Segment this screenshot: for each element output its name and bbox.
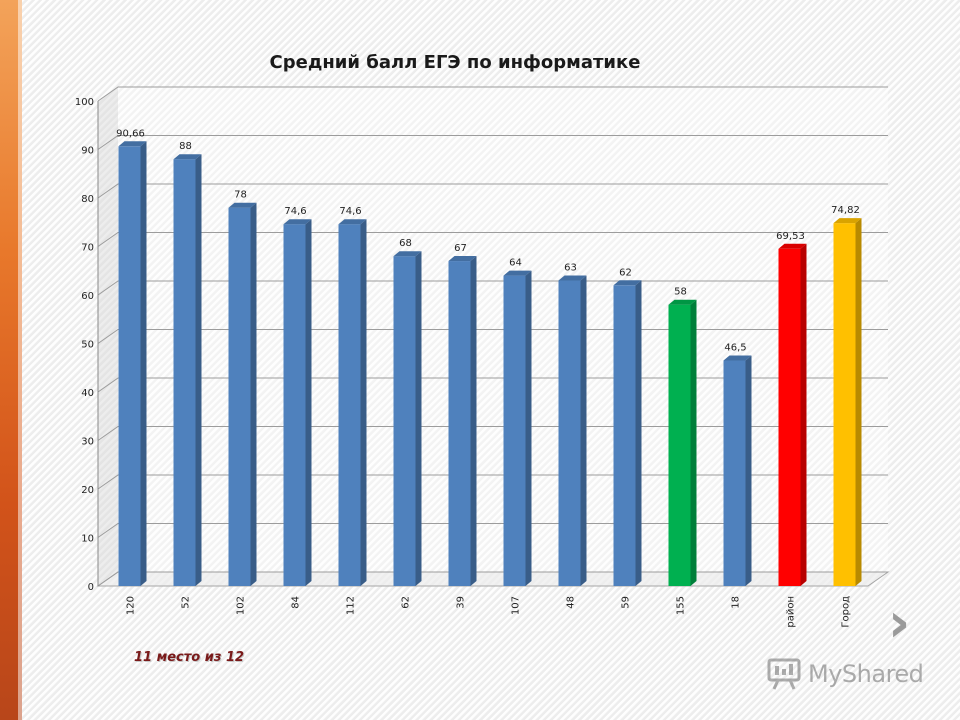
y-tick-label: 100 bbox=[75, 97, 94, 108]
x-tick-label: 52 bbox=[181, 596, 192, 609]
data-label: 74,6 bbox=[339, 206, 361, 217]
data-label: 62 bbox=[619, 267, 632, 278]
chart-data-labels: 90,66 88 78 74,6 74,6 68 67 64 63 62 58 46,5 69,53 74… bbox=[116, 128, 860, 353]
ranking-note: 11 место из 12 bbox=[134, 650, 245, 665]
x-tick-label: 102 bbox=[236, 596, 247, 615]
bar bbox=[833, 218, 862, 587]
watermark: MyShared bbox=[766, 656, 924, 692]
y-tick-label: 60 bbox=[81, 291, 94, 302]
presentation-board-icon bbox=[767, 658, 801, 690]
x-tick-label: 112 bbox=[346, 596, 357, 615]
y-tick-label: 40 bbox=[81, 388, 94, 399]
gridline bbox=[97, 232, 888, 247]
bar bbox=[613, 280, 642, 586]
data-label: 58 bbox=[674, 287, 687, 298]
bar-chart: Средний балл ЕГЭ по информатике 0 10 20 30 4… bbox=[75, 52, 890, 628]
x-tick-label: район bbox=[786, 596, 797, 628]
data-label: 67 bbox=[454, 243, 467, 254]
bar bbox=[228, 202, 257, 586]
y-tick-label: 0 bbox=[88, 582, 94, 593]
data-label: 69,53 bbox=[776, 231, 805, 242]
x-tick-label: 107 bbox=[511, 596, 522, 615]
data-label: 63 bbox=[564, 262, 577, 273]
chart-bars bbox=[118, 141, 862, 587]
bar bbox=[173, 154, 202, 586]
bar bbox=[283, 219, 312, 586]
bar bbox=[778, 243, 807, 587]
data-label: 74,6 bbox=[284, 206, 306, 217]
x-tick-label: Город bbox=[841, 596, 852, 628]
y-tick-label: 70 bbox=[81, 243, 94, 254]
data-label: 46,5 bbox=[724, 342, 746, 353]
data-label: 74,82 bbox=[831, 205, 860, 216]
y-tick-label: 10 bbox=[81, 534, 94, 545]
data-label: 88 bbox=[179, 141, 192, 152]
bar bbox=[503, 270, 532, 586]
gridline bbox=[97, 86, 888, 102]
data-label: 64 bbox=[509, 258, 522, 269]
y-tick-label: 30 bbox=[81, 437, 94, 448]
x-tick-label: 18 bbox=[731, 596, 742, 609]
x-tick-label: 59 bbox=[621, 596, 632, 609]
bar bbox=[118, 141, 147, 586]
x-tick-label: 84 bbox=[291, 596, 302, 609]
y-tick-label: 80 bbox=[81, 194, 94, 205]
data-label: 68 bbox=[399, 238, 412, 249]
bar bbox=[558, 275, 587, 586]
x-tick-label: 48 bbox=[566, 596, 577, 609]
data-label: 90,66 bbox=[116, 128, 145, 139]
chevron-right-icon[interactable]: › bbox=[888, 591, 911, 654]
x-tick-label: 120 bbox=[126, 596, 137, 615]
decorative-side-strip bbox=[0, 0, 22, 720]
y-tick-label: 90 bbox=[81, 146, 94, 157]
bar bbox=[668, 299, 697, 586]
data-label: 78 bbox=[234, 190, 247, 201]
bar bbox=[723, 355, 752, 586]
x-tick-label: 39 bbox=[456, 596, 467, 609]
chart-title: Средний балл ЕГЭ по информатике bbox=[270, 52, 641, 73]
bar bbox=[338, 219, 367, 586]
watermark-text: MyShared bbox=[808, 660, 924, 688]
gridline bbox=[97, 135, 888, 150]
bar bbox=[393, 251, 422, 586]
x-tick-label: 62 bbox=[401, 596, 412, 609]
slide: Средний балл ЕГЭ по информатике 0 10 20 30 4… bbox=[22, 0, 960, 720]
chart-x-ticks: 120 52 102 84 112 62 39 107 48 59 155 18 район Город bbox=[126, 596, 852, 628]
x-tick-label: 155 bbox=[676, 596, 687, 615]
gridline bbox=[97, 183, 888, 199]
y-tick-label: 20 bbox=[81, 485, 94, 496]
bar bbox=[448, 256, 477, 586]
y-tick-label: 50 bbox=[81, 340, 94, 351]
